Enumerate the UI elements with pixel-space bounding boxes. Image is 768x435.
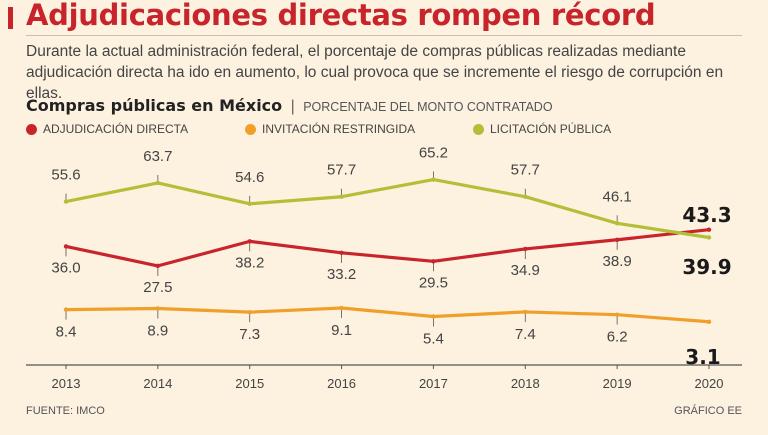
x-tick-label-2014: 2014 bbox=[143, 376, 172, 391]
point-1-0 bbox=[63, 307, 69, 312]
x-tick-label-2015: 2015 bbox=[235, 376, 264, 391]
data-label-1-3: 9.1 bbox=[331, 322, 352, 339]
series-line-1 bbox=[64, 306, 711, 324]
chart-title: Compras públicas en México bbox=[26, 96, 283, 115]
series-line-2 bbox=[64, 177, 711, 240]
point-1-1 bbox=[155, 306, 161, 311]
data-label-0-6: 38.9 bbox=[603, 253, 632, 270]
chart-subtitle: Compras públicas en México | PORCENTAJE … bbox=[26, 96, 553, 116]
point-0-2 bbox=[247, 239, 252, 244]
deck-text: Durante la actual administración federal… bbox=[26, 43, 724, 102]
point-1-5 bbox=[523, 309, 528, 315]
legend-label-licitacion: LICITACIÓN PÚBLICA bbox=[490, 122, 612, 136]
legend-item-licitacion: LICITACIÓN PÚBLICA bbox=[473, 121, 611, 137]
title-separator: | bbox=[290, 98, 295, 115]
headline-accent-bar bbox=[8, 7, 13, 29]
data-label-1-4: 5.4 bbox=[423, 331, 444, 348]
x-tick-label-2018: 2018 bbox=[511, 376, 540, 391]
data-label-2-6: 46.1 bbox=[603, 188, 632, 205]
headline: Adjudicaciones directas rompen récord bbox=[26, 0, 656, 32]
legend-item-adjudicacion: ADJUDICACIÓN DIRECTA bbox=[26, 121, 188, 137]
data-label-2-4: 65.2 bbox=[419, 145, 448, 162]
point-0-3 bbox=[339, 250, 344, 256]
point-2-4 bbox=[431, 177, 436, 182]
point-1-4 bbox=[431, 314, 436, 319]
point-0-7 bbox=[706, 227, 712, 232]
data-label-2-3: 57.7 bbox=[327, 162, 356, 179]
point-1-6 bbox=[614, 312, 620, 317]
point-2-6 bbox=[614, 221, 620, 226]
legend-label-adjudicacion: ADJUDICACIÓN DIRECTA bbox=[43, 122, 189, 136]
data-label-2-7: 39.9 bbox=[682, 255, 731, 279]
data-label-1-6: 6.2 bbox=[607, 329, 628, 346]
graphic-credit: GRÁFICO EE bbox=[674, 405, 742, 417]
point-2-5 bbox=[523, 194, 528, 199]
legend-dot-licitacion-icon bbox=[473, 123, 484, 135]
x-tick-label-2019: 2019 bbox=[603, 376, 632, 391]
point-2-1 bbox=[155, 180, 161, 186]
legend-dot-invitacion-icon bbox=[245, 123, 256, 135]
data-label-0-7: 43.3 bbox=[682, 203, 731, 227]
point-0-4 bbox=[431, 259, 436, 264]
data-label-2-1: 63.7 bbox=[143, 148, 172, 165]
point-2-0 bbox=[63, 199, 69, 204]
point-2-3 bbox=[339, 194, 344, 199]
point-2-2 bbox=[247, 201, 252, 207]
x-tick-label-2017: 2017 bbox=[419, 376, 448, 391]
x-tick-label-2013: 2013 bbox=[52, 376, 81, 391]
data-label-1-5: 7.4 bbox=[515, 326, 536, 343]
data-label-2-2: 54.6 bbox=[235, 169, 264, 186]
point-0-6 bbox=[614, 237, 620, 242]
data-label-1-0: 8.4 bbox=[56, 324, 77, 341]
point-0-5 bbox=[523, 246, 528, 252]
data-label-2-5: 57.7 bbox=[511, 162, 540, 179]
x-tick-label-2020: 2020 bbox=[695, 376, 724, 391]
point-0-0 bbox=[63, 244, 69, 249]
x-tick-label-2016: 2016 bbox=[327, 376, 356, 391]
legend-item-invitacion: INVITACIÓN RESTRINGIDA bbox=[245, 121, 415, 137]
data-label-2-0: 55.6 bbox=[51, 167, 80, 184]
legend-dot-adjudicacion-icon bbox=[26, 123, 37, 135]
point-2-7 bbox=[706, 235, 712, 240]
data-label-0-4: 29.5 bbox=[419, 274, 448, 291]
point-0-1 bbox=[155, 263, 161, 269]
data-label-1-1: 8.9 bbox=[147, 322, 168, 339]
point-1-2 bbox=[247, 309, 252, 315]
data-label-0-2: 38.2 bbox=[235, 254, 264, 271]
source-note: FUENTE: IMCO bbox=[26, 405, 105, 417]
data-label-1-2: 7.3 bbox=[239, 326, 260, 343]
data-label-0-0: 36.0 bbox=[51, 259, 80, 276]
point-1-7 bbox=[706, 319, 712, 324]
chart-unit: PORCENTAJE DEL MONTO CONTRATADO bbox=[303, 100, 553, 114]
point-1-3 bbox=[339, 305, 344, 311]
data-label-0-1: 27.5 bbox=[143, 279, 172, 296]
data-label-0-5: 34.9 bbox=[511, 262, 540, 279]
legend-label-invitacion: INVITACIÓN RESTRINGIDA bbox=[262, 122, 416, 136]
series-line-0 bbox=[64, 228, 711, 268]
data-label-1-7: 3.1 bbox=[685, 345, 720, 369]
data-label-0-3: 33.2 bbox=[327, 266, 356, 283]
header-divider bbox=[26, 35, 742, 36]
